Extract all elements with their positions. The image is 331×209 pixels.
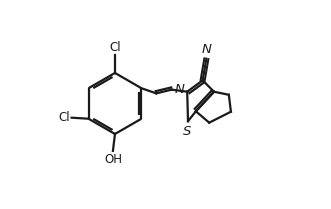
Text: OH: OH [104, 153, 122, 166]
Text: Cl: Cl [58, 111, 70, 124]
Text: Cl: Cl [109, 41, 121, 54]
Text: N: N [174, 83, 184, 96]
Text: N: N [202, 43, 212, 56]
Text: S: S [183, 125, 191, 138]
